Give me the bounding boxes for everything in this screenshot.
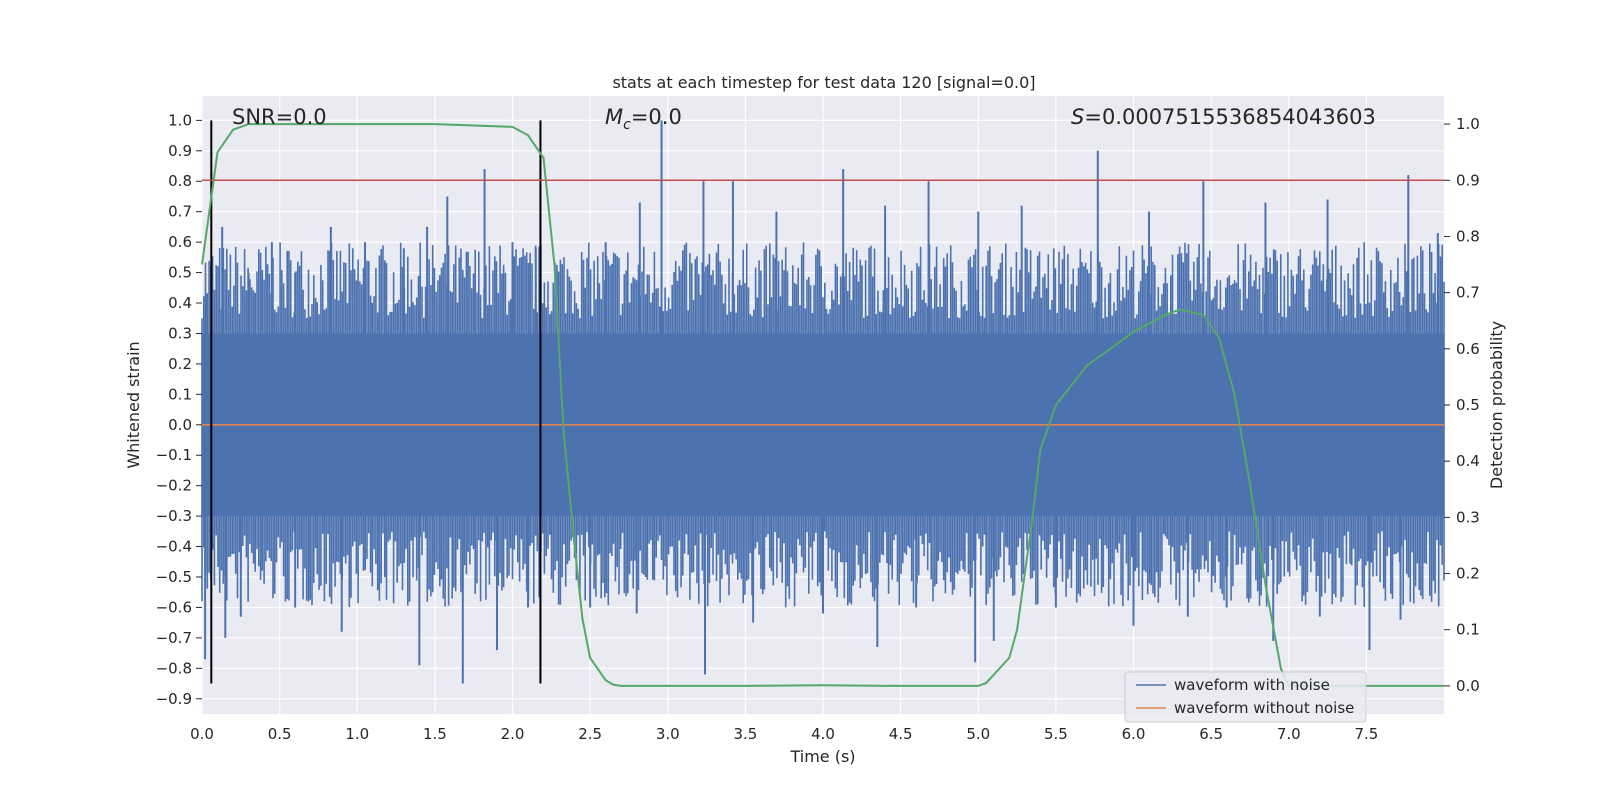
- chirp-mass-subscript: c: [623, 117, 631, 133]
- y-tick-label: −0.1: [156, 446, 192, 464]
- significance-symbol: S: [1071, 105, 1084, 129]
- legend: waveform with noise waveform without noi…: [1124, 671, 1367, 723]
- chirp-mass-symbol: M: [605, 105, 623, 129]
- x-tick-label: 5.0: [966, 725, 990, 743]
- y-tick-label: 1.0: [168, 111, 192, 129]
- right-tick-label: 0.5: [1456, 396, 1480, 414]
- x-tick-label: 0.0: [190, 725, 214, 743]
- chirp-mass-value: =0.0: [631, 105, 682, 129]
- x-tick-label: 5.5: [1044, 725, 1068, 743]
- right-tick-label: 0.4: [1456, 452, 1480, 470]
- y-tick-label: 0.1: [168, 385, 192, 403]
- right-tick-label: 1.0: [1456, 115, 1480, 133]
- x-axis-label: Time (s): [789, 747, 855, 766]
- probability-curve: [201, 123, 1444, 687]
- significance-annotation: S=0.0007515536854043603: [1071, 105, 1376, 129]
- x-tick-label: 3.0: [656, 725, 680, 743]
- event-markers: [210, 120, 542, 684]
- y-tick-label: 0.0: [168, 416, 192, 434]
- chirp-mass-annotation: Mc=0.0: [605, 105, 682, 133]
- x-tick-label: 6.5: [1199, 725, 1223, 743]
- y-tick-label: −0.4: [156, 538, 192, 556]
- x-tick-label: 2.0: [501, 725, 525, 743]
- y-tick-label: 0.7: [168, 203, 192, 221]
- y-tick-label: −0.7: [156, 629, 192, 647]
- y-tick-label: 0.5: [168, 264, 192, 282]
- x-tick-label: 4.5: [889, 725, 913, 743]
- right-tick-label: 0.3: [1456, 508, 1480, 526]
- legend-label-clean: waveform without noise: [1174, 699, 1354, 717]
- x-tick-label: 6.0: [1122, 725, 1146, 743]
- y-tick-label: −0.2: [156, 477, 192, 495]
- x-tick-label: 1.0: [345, 725, 369, 743]
- legend-box: [1124, 671, 1367, 723]
- significance-value: =0.0007515536854043603: [1084, 105, 1376, 129]
- y-tick-label: 0.2: [168, 355, 192, 373]
- right-tick-label: 0.9: [1456, 171, 1480, 189]
- y-axis-left-ticks: 1.0 0.9 0.8 0.7 0.6 0.5 0.4 0.3 0.2 0.1 0.0 −0.1 −0.…: [156, 111, 202, 708]
- right-tick-label: 0.7: [1456, 284, 1480, 302]
- y-tick-label: −0.9: [156, 690, 192, 708]
- y-tick-label: 0.4: [168, 294, 192, 312]
- right-tick-label: 0.2: [1456, 565, 1480, 583]
- x-tick-label: 7.5: [1354, 725, 1378, 743]
- x-tick-label: 7.0: [1277, 725, 1301, 743]
- chart-title: stats at each timestep for test data 120…: [612, 73, 1035, 92]
- x-tick-label: 2.5: [578, 725, 602, 743]
- y-tick-label: 0.8: [168, 172, 192, 190]
- y-tick-label: 0.3: [168, 324, 192, 342]
- right-tick-label: 0.6: [1456, 340, 1480, 358]
- x-tick-label: 1.5: [423, 725, 447, 743]
- y-tick-label: 0.6: [168, 233, 192, 251]
- x-axis-ticks: 0.0 0.5 1.0 1.5 2.0 2.5 3.0 3.5 4.0 4.5 5.0 5.5 6.0 6…: [190, 725, 1378, 743]
- y-axis-right-label: Detection probability: [1487, 321, 1506, 489]
- right-tick-label: 0.8: [1456, 227, 1480, 245]
- legend-label-noisy: waveform with noise: [1174, 676, 1330, 694]
- right-tick-label: 0.1: [1456, 621, 1480, 639]
- detection-probability-series: [201, 123, 1444, 687]
- y-tick-label: −0.8: [156, 659, 192, 677]
- x-tick-label: 0.5: [268, 725, 292, 743]
- x-tick-label: 3.5: [733, 725, 757, 743]
- y-tick-label: 0.9: [168, 142, 192, 160]
- snr-annotation: SNR=0.0: [232, 105, 327, 129]
- right-tick-label: 0.0: [1456, 677, 1480, 695]
- y-axis-right-ticks: 1.0 0.9 0.8 0.7 0.6 0.5 0.4 0.3 0.2 0.1 0.0: [1444, 115, 1480, 695]
- y-tick-label: −0.5: [156, 568, 192, 586]
- y-axis-left-label: Whitened strain: [124, 341, 143, 468]
- x-tick-label: 4.0: [811, 725, 835, 743]
- y-tick-label: −0.3: [156, 507, 192, 525]
- y-tick-label: −0.6: [156, 598, 192, 616]
